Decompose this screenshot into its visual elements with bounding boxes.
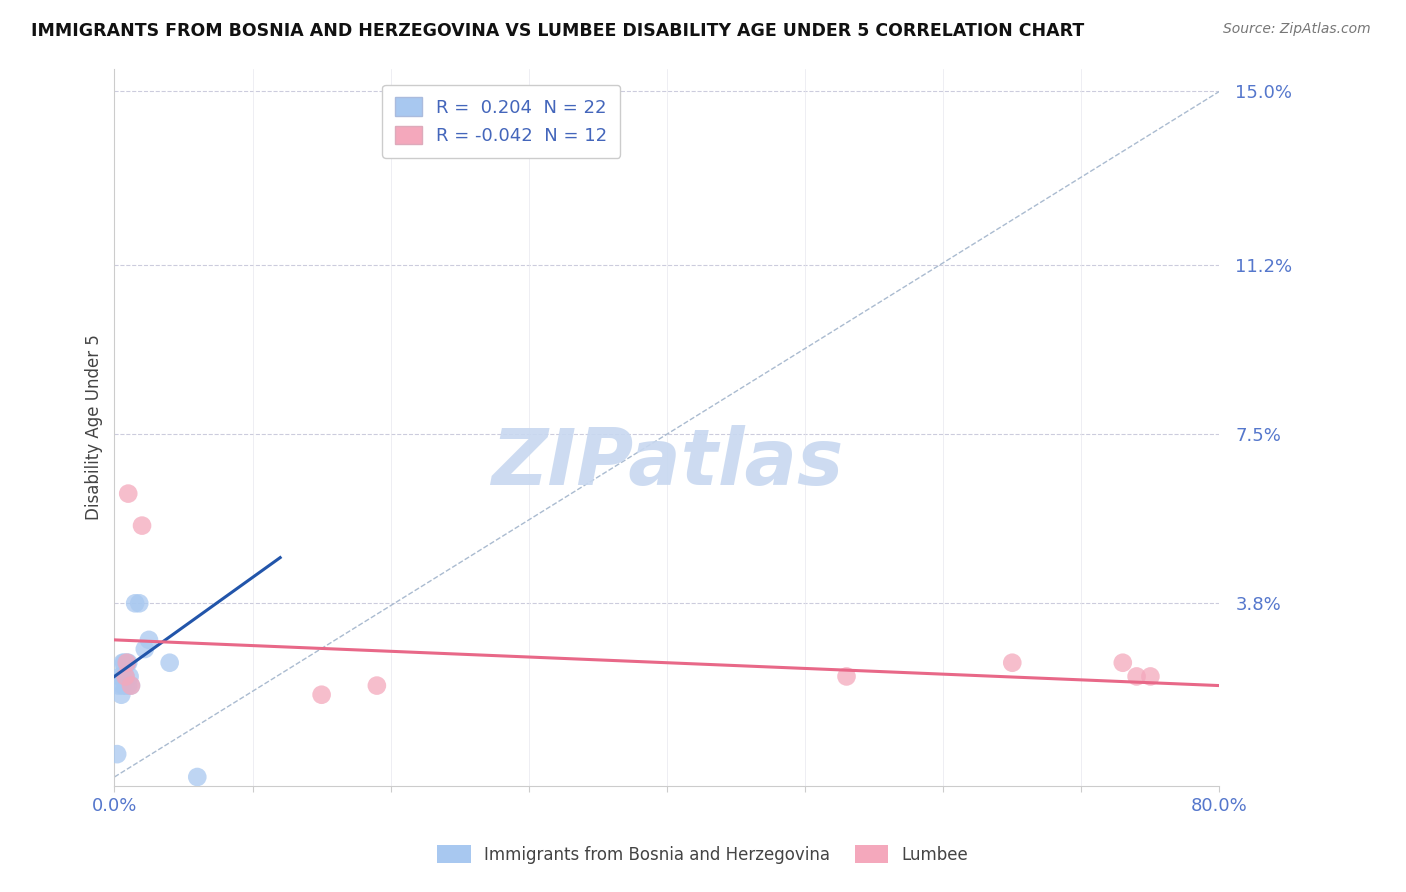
Point: [112, 669, 135, 683]
Text: IMMIGRANTS FROM BOSNIA AND HERZEGOVINA VS LUMBEE DISABILITY AGE UNDER 5 CORRELAT: IMMIGRANTS FROM BOSNIA AND HERZEGOVINA V…: [31, 22, 1084, 40]
Point: [134, 642, 156, 657]
Point: [120, 679, 142, 693]
Point: [117, 679, 139, 693]
Point: [186, 770, 208, 784]
Point: [110, 669, 132, 683]
Point: [117, 656, 139, 670]
Point: [835, 669, 858, 683]
Point: [1139, 669, 1161, 683]
Point: [114, 669, 136, 683]
Point: [110, 688, 132, 702]
Point: [115, 656, 138, 670]
Point: [128, 596, 150, 610]
Point: [118, 669, 141, 683]
Y-axis label: Disability Age Under 5: Disability Age Under 5: [86, 334, 103, 520]
Point: [1001, 656, 1024, 670]
Point: [105, 747, 128, 761]
Text: ZIPatlas: ZIPatlas: [491, 425, 844, 501]
Text: Source: ZipAtlas.com: Source: ZipAtlas.com: [1223, 22, 1371, 37]
Point: [1112, 656, 1135, 670]
Point: [114, 679, 136, 693]
Point: [120, 679, 142, 693]
Legend: R =  0.204  N = 22, R = -0.042  N = 12: R = 0.204 N = 22, R = -0.042 N = 12: [382, 85, 620, 158]
Point: [138, 632, 160, 647]
Point: [366, 679, 388, 693]
Point: [1125, 669, 1147, 683]
Point: [111, 679, 134, 693]
Point: [114, 669, 136, 683]
Point: [311, 688, 333, 702]
Point: [115, 656, 138, 670]
Point: [108, 669, 131, 683]
Point: [111, 656, 134, 670]
Point: [117, 486, 139, 500]
Legend: Immigrants from Bosnia and Herzegovina, Lumbee: Immigrants from Bosnia and Herzegovina, …: [430, 838, 976, 871]
Point: [131, 518, 153, 533]
Point: [124, 596, 146, 610]
Point: [159, 656, 181, 670]
Point: [107, 679, 129, 693]
Point: [112, 656, 135, 670]
